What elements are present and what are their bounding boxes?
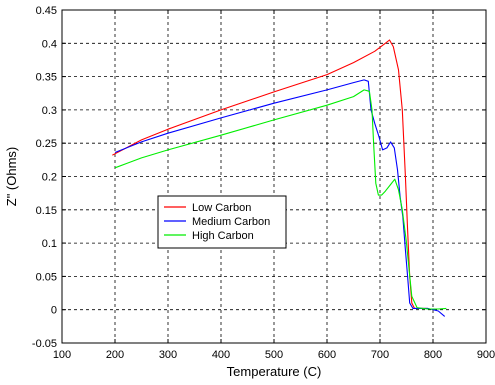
series-lines — [112, 39, 447, 317]
x-tick-label: 200 — [106, 349, 124, 361]
legend-label: High Carbon — [192, 230, 254, 242]
x-tick-label: 500 — [265, 349, 283, 361]
y-tick-label: 0.2 — [42, 172, 57, 184]
y-tick-label: 0.15 — [36, 205, 57, 217]
y-axis-label: Z" (Ohms) — [4, 147, 19, 207]
legend: Low Carbon Medium Carbon High Carbon — [157, 195, 287, 249]
y-tick-label: 0.4 — [42, 38, 57, 50]
x-tick-label: 600 — [318, 349, 336, 361]
grid-lines — [62, 10, 486, 343]
y-tick-label: 0 — [51, 305, 57, 317]
x-axis-label: Temperature (C) — [227, 364, 322, 379]
x-tick-label: 900 — [477, 349, 495, 361]
x-tick-label: 300 — [159, 349, 177, 361]
x-tick-label: 400 — [212, 349, 230, 361]
x-axis-ticks: 100 200 300 400 500 600 700 800 900 — [53, 10, 495, 361]
y-tick-label: 0.25 — [36, 138, 57, 150]
y-tick-label: 0.45 — [36, 5, 57, 17]
y-tick-label: 0.1 — [42, 238, 57, 250]
x-tick-label: 100 — [53, 349, 71, 361]
series-line-medium-carbon — [114, 79, 446, 317]
legend-label: Medium Carbon — [192, 216, 270, 228]
x-tick-label: 700 — [371, 349, 389, 361]
y-axis-ticks: -0.05 0 0.05 0.1 0.15 0.2 0.25 0.3 0.35 0.4 0.45 — [32, 5, 486, 350]
y-tick-label: 0.3 — [42, 105, 57, 117]
series-line-high-carbon — [114, 89, 447, 310]
y-tick-label: 0.35 — [36, 72, 57, 84]
legend-label: Low Carbon — [192, 202, 251, 214]
y-tick-label: 0.05 — [36, 271, 57, 283]
y-tick-label: -0.05 — [32, 338, 57, 350]
legend-box — [157, 195, 287, 249]
x-tick-label: 800 — [424, 349, 442, 361]
